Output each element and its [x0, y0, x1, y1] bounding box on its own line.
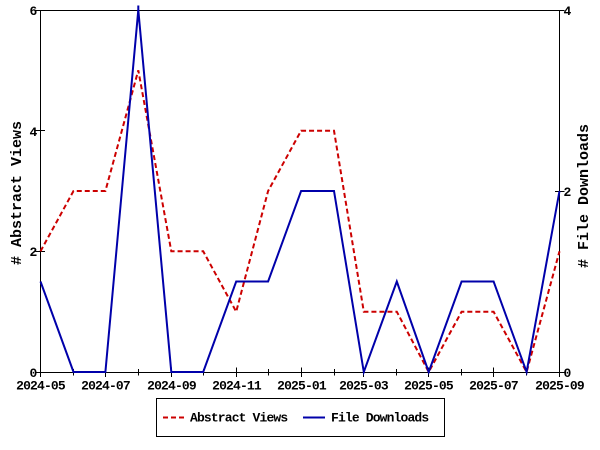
svg-text:2: 2: [30, 245, 38, 260]
svg-text:2024-05: 2024-05: [16, 379, 66, 394]
svg-text:2024-09: 2024-09: [147, 379, 197, 394]
svg-text:2024-07: 2024-07: [81, 379, 130, 394]
svg-text:0: 0: [30, 366, 38, 381]
svg-text:2025-09: 2025-09: [535, 379, 585, 394]
svg-text:# Abstract Views: # Abstract Views: [9, 121, 26, 265]
svg-text:2025-05: 2025-05: [404, 379, 454, 394]
svg-text:2025-03: 2025-03: [339, 379, 389, 394]
svg-text:2025-07: 2025-07: [469, 379, 518, 394]
svg-text:Abstract Views: Abstract Views: [190, 411, 288, 426]
svg-text:File Downloads: File Downloads: [331, 411, 429, 426]
svg-text:2024-11: 2024-11: [212, 379, 262, 394]
svg-text:0: 0: [564, 366, 572, 381]
svg-text:# File Downloads: # File Downloads: [576, 124, 593, 268]
svg-text:4: 4: [30, 125, 38, 140]
svg-text:6: 6: [30, 4, 38, 19]
svg-text:2025-01: 2025-01: [277, 379, 327, 394]
svg-text:2: 2: [564, 185, 572, 200]
svg-text:4: 4: [564, 4, 572, 19]
